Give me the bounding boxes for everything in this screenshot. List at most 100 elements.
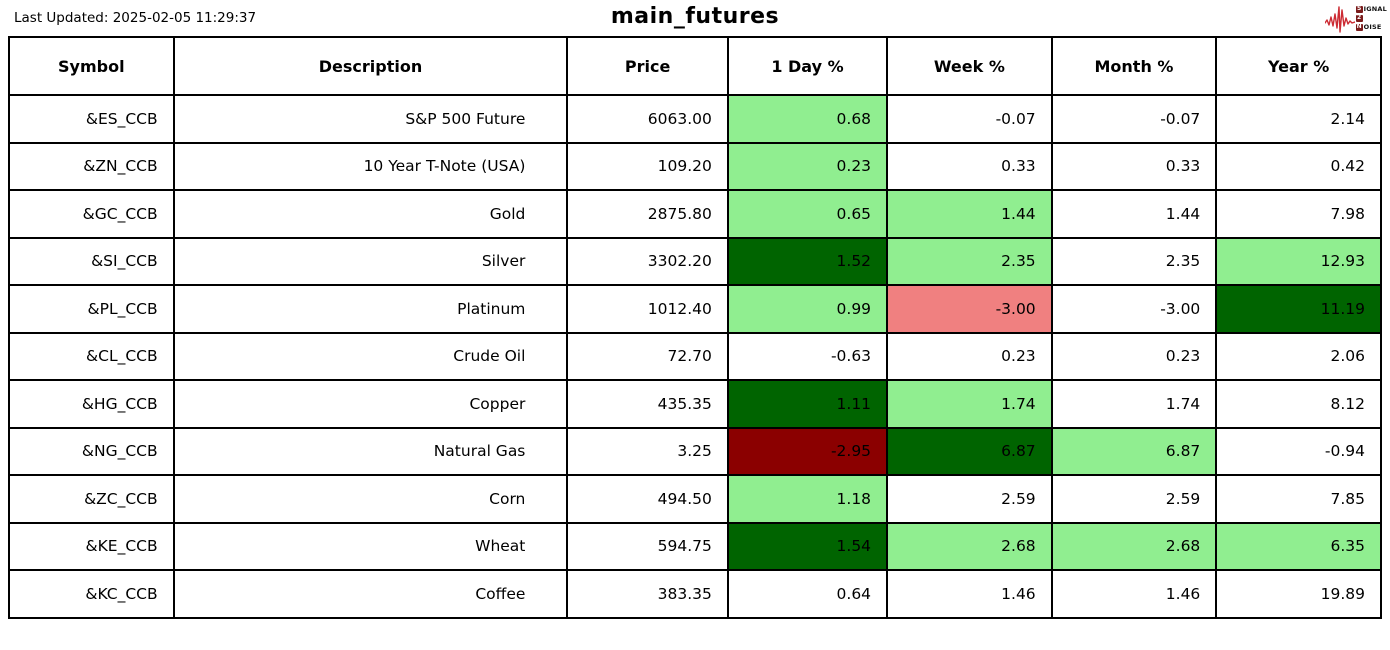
logo-letter-s: S bbox=[1355, 5, 1363, 13]
price-cell: 594.75 bbox=[566, 521, 729, 571]
price-cell: 3.25 bbox=[566, 426, 729, 476]
table-row: &PL_CCB Platinum 1012.40 0.99 -3.00 -3.00 11.1… bbox=[8, 284, 1382, 334]
table-header-row: Symbol Description Price 1 Day % Week % Month… bbox=[8, 36, 1382, 96]
price-cell: 72.70 bbox=[566, 331, 729, 381]
year-pct-cell: 8.12 bbox=[1215, 379, 1382, 429]
column-header-1-day: 1 Day % bbox=[726, 36, 889, 96]
week-pct-cell: 0.33 bbox=[886, 141, 1053, 191]
logo-line-noise: N OISE bbox=[1355, 23, 1387, 32]
symbol-cell: &NG_CCB bbox=[8, 426, 175, 476]
table-row: &GC_CCB Gold 2875.80 0.65 1.44 1.44 7.98 bbox=[8, 189, 1382, 239]
logo-wordmark: S IGNAL 2 N OISE bbox=[1355, 5, 1387, 32]
week-pct-cell: 1.46 bbox=[886, 569, 1053, 619]
logo-letter-2: 2 bbox=[1355, 14, 1363, 22]
symbol-cell: &GC_CCB bbox=[8, 189, 175, 239]
week-pct-cell: 2.59 bbox=[886, 474, 1053, 524]
week-pct-cell: 1.74 bbox=[886, 379, 1053, 429]
logo-line-2: 2 bbox=[1355, 14, 1387, 23]
year-pct-cell: 7.85 bbox=[1215, 474, 1382, 524]
day-pct-cell: 1.52 bbox=[726, 236, 889, 286]
symbol-cell: &SI_CCB bbox=[8, 236, 175, 286]
price-cell: 494.50 bbox=[566, 474, 729, 524]
description-cell: Natural Gas bbox=[172, 426, 569, 476]
symbol-cell: &PL_CCB bbox=[8, 284, 175, 334]
logo-line-signal: S IGNAL bbox=[1355, 5, 1387, 14]
month-pct-cell: 2.68 bbox=[1050, 521, 1218, 571]
symbol-cell: &CL_CCB bbox=[8, 331, 175, 381]
description-cell: S&P 500 Future bbox=[172, 94, 569, 144]
column-header-symbol: Symbol bbox=[8, 36, 175, 96]
symbol-cell: &ZN_CCB bbox=[8, 141, 175, 191]
year-pct-cell: 6.35 bbox=[1215, 521, 1382, 571]
day-pct-cell: 1.11 bbox=[726, 379, 889, 429]
year-pct-cell: 12.93 bbox=[1215, 236, 1382, 286]
price-cell: 1012.40 bbox=[566, 284, 729, 334]
day-pct-cell: -0.63 bbox=[726, 331, 889, 381]
month-pct-cell: 2.59 bbox=[1050, 474, 1218, 524]
month-pct-cell: -3.00 bbox=[1050, 284, 1218, 334]
table-body: &ES_CCB S&P 500 Future 6063.00 0.68 -0.07 -0.… bbox=[8, 94, 1382, 619]
week-pct-cell: 6.87 bbox=[886, 426, 1053, 476]
year-pct-cell: 11.19 bbox=[1215, 284, 1382, 334]
table-row: &KC_CCB Coffee 383.35 0.64 1.46 1.46 19.89 bbox=[8, 569, 1382, 619]
column-header-price: Price bbox=[566, 36, 729, 96]
month-pct-cell: 0.23 bbox=[1050, 331, 1218, 381]
description-cell: 10 Year T-Note (USA) bbox=[172, 141, 569, 191]
signal2noise-logo: S IGNAL 2 N OISE bbox=[1324, 2, 1387, 34]
last-updated-label: Last Updated: 2025-02-05 11:29:37 bbox=[14, 10, 257, 26]
week-pct-cell: 2.68 bbox=[886, 521, 1053, 571]
column-header-description: Description bbox=[172, 36, 569, 96]
symbol-cell: &ZC_CCB bbox=[8, 474, 175, 524]
description-cell: Wheat bbox=[172, 521, 569, 571]
week-pct-cell: 2.35 bbox=[886, 236, 1053, 286]
month-pct-cell: 1.74 bbox=[1050, 379, 1218, 429]
table-row: &ZN_CCB 10 Year T-Note (USA) 109.20 0.23 0.3… bbox=[8, 141, 1382, 191]
year-pct-cell: 0.42 bbox=[1215, 141, 1382, 191]
price-cell: 3302.20 bbox=[566, 236, 729, 286]
week-pct-cell: -3.00 bbox=[886, 284, 1053, 334]
symbol-cell: &HG_CCB bbox=[8, 379, 175, 429]
day-pct-cell: 0.68 bbox=[726, 94, 889, 144]
heartbeat-waveform-icon bbox=[1324, 6, 1355, 33]
column-header-week: Week % bbox=[886, 36, 1053, 96]
day-pct-cell: -2.95 bbox=[726, 426, 889, 476]
description-cell: Crude Oil bbox=[172, 331, 569, 381]
table-row: &SI_CCB Silver 3302.20 1.52 2.35 2.35 12.93 bbox=[8, 236, 1382, 286]
logo-text-oise: OISE bbox=[1363, 23, 1382, 31]
table-row: &ZC_CCB Corn 494.50 1.18 2.59 2.59 7.85 bbox=[8, 474, 1382, 524]
price-cell: 109.20 bbox=[566, 141, 729, 191]
description-cell: Coffee bbox=[172, 569, 569, 619]
table-row: &KE_CCB Wheat 594.75 1.54 2.68 2.68 6.35 bbox=[8, 521, 1382, 571]
week-pct-cell: -0.07 bbox=[886, 94, 1053, 144]
column-header-month: Month % bbox=[1050, 36, 1218, 96]
table-row: &HG_CCB Copper 435.35 1.11 1.74 1.74 8.12 bbox=[8, 379, 1382, 429]
description-cell: Silver bbox=[172, 236, 569, 286]
day-pct-cell: 0.65 bbox=[726, 189, 889, 239]
top-bar: Last Updated: 2025-02-05 11:29:37 main_f… bbox=[0, 0, 1390, 36]
year-pct-cell: -0.94 bbox=[1215, 426, 1382, 476]
futures-table: Symbol Description Price 1 Day % Week % Month… bbox=[8, 36, 1382, 619]
symbol-cell: &ES_CCB bbox=[8, 94, 175, 144]
logo-letter-n: N bbox=[1355, 23, 1363, 31]
table-row: &ES_CCB S&P 500 Future 6063.00 0.68 -0.07 -0.… bbox=[8, 94, 1382, 144]
day-pct-cell: 0.23 bbox=[726, 141, 889, 191]
description-cell: Copper bbox=[172, 379, 569, 429]
month-pct-cell: 6.87 bbox=[1050, 426, 1218, 476]
description-cell: Corn bbox=[172, 474, 569, 524]
table-row: &NG_CCB Natural Gas 3.25 -2.95 6.87 6.87 -0.94 bbox=[8, 426, 1382, 476]
description-cell: Platinum bbox=[172, 284, 569, 334]
symbol-cell: &KE_CCB bbox=[8, 521, 175, 571]
table-row: &CL_CCB Crude Oil 72.70 -0.63 0.23 0.23 2.06 bbox=[8, 331, 1382, 381]
month-pct-cell: -0.07 bbox=[1050, 94, 1218, 144]
month-pct-cell: 2.35 bbox=[1050, 236, 1218, 286]
logo-text-ignal: IGNAL bbox=[1363, 5, 1387, 13]
price-cell: 383.35 bbox=[566, 569, 729, 619]
week-pct-cell: 0.23 bbox=[886, 331, 1053, 381]
week-pct-cell: 1.44 bbox=[886, 189, 1053, 239]
price-cell: 2875.80 bbox=[566, 189, 729, 239]
year-pct-cell: 2.06 bbox=[1215, 331, 1382, 381]
price-cell: 435.35 bbox=[566, 379, 729, 429]
year-pct-cell: 19.89 bbox=[1215, 569, 1382, 619]
description-cell: Gold bbox=[172, 189, 569, 239]
day-pct-cell: 0.64 bbox=[726, 569, 889, 619]
